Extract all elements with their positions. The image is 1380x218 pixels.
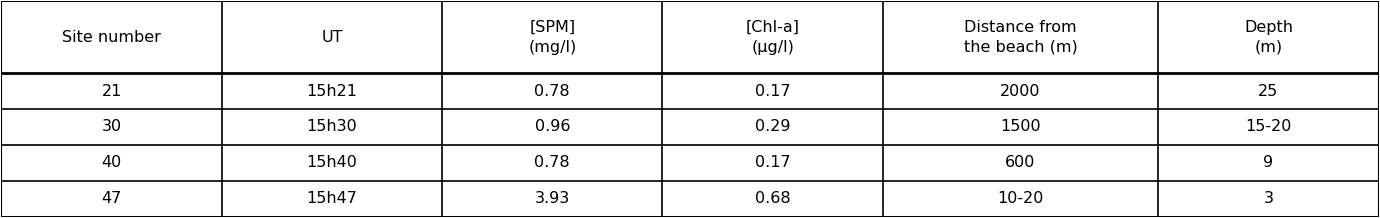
Text: 15h47: 15h47 [306, 191, 357, 206]
Text: 3: 3 [1264, 191, 1274, 206]
Text: 21: 21 [101, 83, 121, 99]
Text: 0.78: 0.78 [534, 155, 570, 170]
Text: 0.17: 0.17 [755, 155, 791, 170]
Text: 0.29: 0.29 [755, 119, 791, 135]
Text: 3.93: 3.93 [534, 191, 570, 206]
Text: 15h21: 15h21 [306, 83, 357, 99]
Text: 15h30: 15h30 [306, 119, 357, 135]
Text: 0.96: 0.96 [534, 119, 570, 135]
Text: [SPM]
(mg/l): [SPM] (mg/l) [529, 20, 577, 55]
Text: 9: 9 [1263, 155, 1274, 170]
Text: Site number: Site number [62, 30, 161, 45]
Text: 0.17: 0.17 [755, 83, 791, 99]
Text: 2000: 2000 [1000, 83, 1041, 99]
Text: 25: 25 [1259, 83, 1278, 99]
Text: Depth
(m): Depth (m) [1243, 20, 1293, 55]
Text: 30: 30 [102, 119, 121, 135]
Text: 600: 600 [1006, 155, 1036, 170]
Text: 40: 40 [102, 155, 121, 170]
Text: Distance from
the beach (m): Distance from the beach (m) [963, 20, 1078, 55]
Text: 15-20: 15-20 [1245, 119, 1292, 135]
Text: 1500: 1500 [1000, 119, 1041, 135]
Text: 0.78: 0.78 [534, 83, 570, 99]
Text: 47: 47 [102, 191, 121, 206]
Text: 10-20: 10-20 [998, 191, 1043, 206]
Text: 15h40: 15h40 [306, 155, 357, 170]
Text: 0.68: 0.68 [755, 191, 791, 206]
Text: UT: UT [322, 30, 342, 45]
Text: [Chl-a]
(µg/l): [Chl-a] (µg/l) [745, 20, 799, 55]
